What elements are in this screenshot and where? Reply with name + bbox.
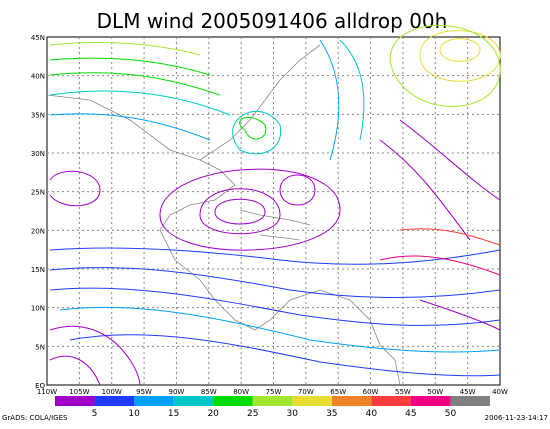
grid — [47, 37, 500, 385]
coastlines — [46, 44, 401, 386]
lat-label: 20N — [31, 227, 45, 235]
lat-label: 5N — [35, 343, 45, 351]
lon-label: 45W — [460, 388, 476, 396]
lon-label: 105W — [69, 388, 89, 396]
lon-label: 100W — [102, 388, 122, 396]
colorbar-label: 10 — [128, 409, 140, 419]
colorbar-label: 30 — [287, 409, 299, 419]
lon-label: 70W — [298, 388, 314, 396]
lon-label: 50W — [427, 388, 443, 396]
lon-label: 65W — [330, 388, 346, 396]
colorbar-segment — [292, 396, 332, 406]
lon-label: 75W — [266, 388, 282, 396]
colorbar-segment — [371, 396, 411, 406]
colorbar-segment — [252, 396, 293, 406]
lat-label: 35N — [31, 111, 45, 119]
title: DLM wind 2005091406 alldrop 00h — [97, 9, 448, 33]
lat-label: 40N — [31, 73, 45, 81]
lat-label: 15N — [31, 266, 45, 274]
lat-label: EQ — [35, 382, 45, 390]
colorbar-segment — [213, 396, 253, 406]
lon-label: 95W — [136, 388, 152, 396]
colorbar-label: 5 — [92, 409, 98, 419]
colorbar: 5 10 15 20 25 30 35 40 45 50 — [55, 396, 490, 419]
colorbar-label: 50 — [445, 409, 457, 419]
lon-label: 80W — [233, 388, 249, 396]
colorbar-label: 20 — [207, 409, 219, 419]
lat-label: 25N — [31, 189, 45, 197]
streamlines — [49, 24, 501, 386]
colorbar-segment — [94, 396, 135, 406]
colorbar-label: 25 — [247, 409, 258, 419]
colorbar-segment — [331, 396, 372, 406]
lon-label: 55W — [395, 388, 411, 396]
lon-label: 40W — [492, 388, 508, 396]
lon-label: 110W — [37, 388, 57, 396]
footer-right: 2006-11-23-14:17 — [485, 414, 548, 422]
colorbar-segment — [173, 396, 214, 406]
lat-label: 45N — [31, 34, 45, 42]
colorbar-label: 15 — [168, 409, 179, 419]
lat-label: 30N — [31, 150, 45, 158]
colorbar-segment — [134, 396, 174, 406]
colorbar-label: 45 — [405, 409, 416, 419]
lat-label: 10N — [31, 305, 45, 313]
colorbar-segment — [450, 396, 490, 406]
colorbar-segment — [55, 396, 95, 406]
lon-label: 90W — [169, 388, 185, 396]
colorbar-segment — [410, 396, 451, 406]
lon-label: 60W — [363, 388, 379, 396]
colorbar-label: 40 — [366, 409, 378, 419]
footer-left: GrADS: COLA/IGES — [2, 414, 68, 422]
lon-label: 85W — [201, 388, 217, 396]
colorbar-label: 35 — [326, 409, 337, 419]
